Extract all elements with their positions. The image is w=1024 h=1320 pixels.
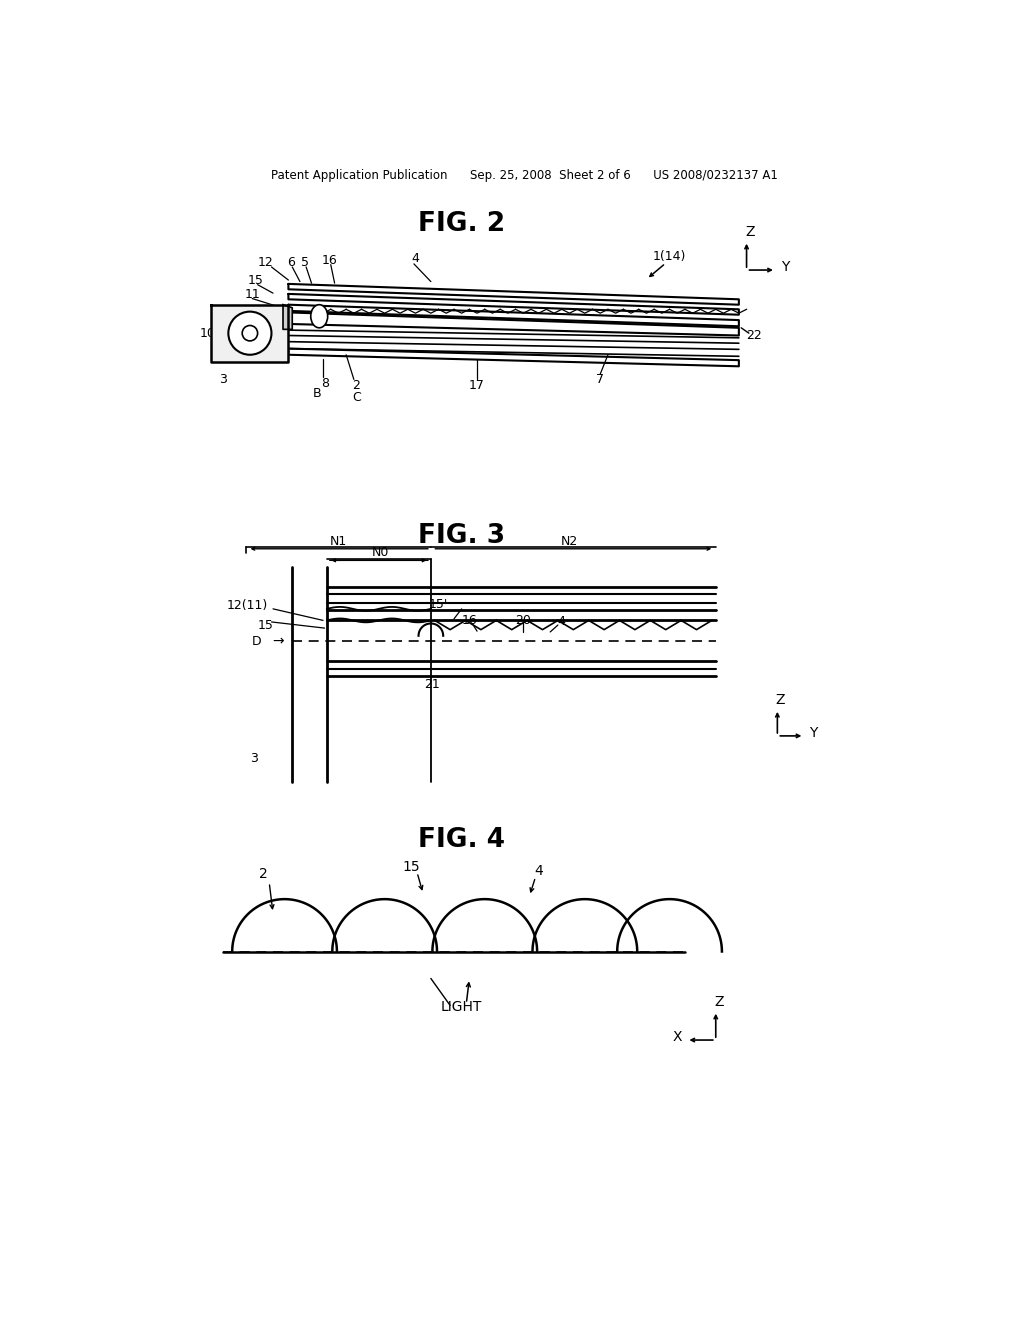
Text: FIG. 2: FIG. 2 [418, 211, 505, 236]
Text: 20: 20 [515, 614, 531, 627]
Text: 17: 17 [469, 379, 485, 392]
Text: 12(11): 12(11) [227, 598, 268, 611]
Polygon shape [283, 305, 292, 330]
Text: 15': 15' [429, 598, 449, 611]
Text: 8: 8 [322, 376, 330, 389]
Polygon shape [289, 284, 739, 305]
Text: Patent Application Publication      Sep. 25, 2008  Sheet 2 of 6      US 2008/023: Patent Application Publication Sep. 25, … [271, 169, 778, 182]
Text: 2: 2 [352, 379, 360, 392]
Text: →: → [272, 634, 285, 648]
Text: 7: 7 [596, 372, 604, 385]
Text: Y: Y [809, 726, 818, 739]
Text: 2: 2 [259, 867, 267, 882]
Text: N1: N1 [330, 535, 347, 548]
Text: 15: 15 [257, 619, 273, 631]
Text: Z: Z [714, 994, 724, 1008]
Text: Z: Z [776, 693, 785, 706]
Text: 6: 6 [287, 256, 295, 269]
Text: FIG. 3: FIG. 3 [418, 523, 505, 549]
Polygon shape [289, 305, 739, 326]
Ellipse shape [310, 305, 328, 327]
Polygon shape [289, 294, 739, 314]
Text: 16: 16 [322, 253, 337, 267]
Text: Y: Y [781, 260, 790, 275]
Text: 15: 15 [248, 273, 264, 286]
Text: Z: Z [744, 224, 755, 239]
Text: 4: 4 [535, 863, 543, 878]
Text: 22: 22 [746, 329, 762, 342]
Text: FIG. 4: FIG. 4 [418, 826, 505, 853]
Text: 1(14): 1(14) [653, 249, 686, 263]
Circle shape [228, 312, 271, 355]
Text: 21: 21 [425, 677, 440, 690]
Text: D: D [251, 635, 261, 648]
Text: 5: 5 [301, 256, 308, 269]
Polygon shape [211, 305, 289, 363]
Text: 12: 12 [257, 256, 273, 269]
Text: 15: 15 [402, 859, 421, 874]
Text: C: C [352, 391, 360, 404]
Text: 4: 4 [558, 615, 565, 628]
Text: B: B [312, 387, 322, 400]
Text: 11: 11 [245, 288, 260, 301]
Polygon shape [289, 348, 739, 367]
Circle shape [243, 326, 258, 341]
Text: 16: 16 [462, 614, 477, 627]
Text: N2: N2 [561, 535, 579, 548]
Text: 3: 3 [219, 372, 227, 385]
Text: 10: 10 [200, 326, 215, 339]
Text: 4: 4 [412, 252, 420, 265]
Text: X: X [673, 1030, 682, 1044]
Text: N0: N0 [372, 546, 389, 560]
Text: LIGHT: LIGHT [441, 1001, 482, 1014]
Polygon shape [289, 313, 739, 335]
Text: 3: 3 [250, 752, 258, 766]
